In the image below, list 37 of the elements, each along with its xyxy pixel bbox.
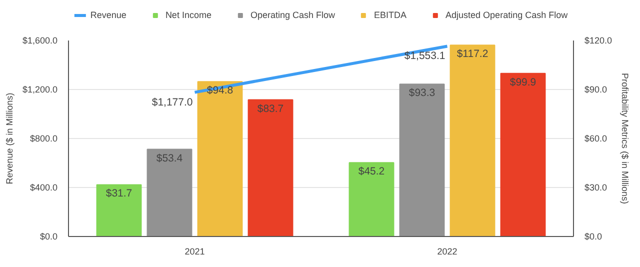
bar (348, 162, 394, 236)
legend-label: Net Income (165, 10, 212, 20)
bar (96, 184, 142, 236)
y2-axis-title: Profitability Metrics ($ in Millions) (620, 72, 630, 204)
y2-tick-label: $120.0 (584, 36, 612, 46)
bar (248, 99, 294, 236)
legend-label: Revenue (90, 10, 126, 20)
y2-tick-label: $90.0 (584, 84, 608, 94)
data-label: $117.2 (456, 48, 488, 60)
data-label: $93.3 (408, 87, 436, 100)
data-label: $53.4 (156, 152, 183, 164)
data-label: $31.7 (106, 188, 132, 200)
bar (500, 72, 546, 236)
x-tick-label: 2022 (437, 246, 458, 256)
data-label: $45.2 (358, 166, 385, 178)
legend-label: Adjusted Operating Cash Flow (446, 10, 568, 20)
bar (399, 84, 445, 236)
data-label: $1,553.1 (404, 50, 446, 62)
y-tick-label: $1,200.0 (22, 84, 58, 94)
y-tick-label: $0.0 (40, 232, 58, 242)
data-label: $99.9 (510, 76, 536, 88)
data-label: $94.8 (206, 84, 234, 97)
legend-label: Operating Cash Flow (250, 10, 336, 20)
x-tick-label: 2021 (184, 246, 205, 256)
y2-tick-label: $30.0 (584, 182, 608, 192)
data-label: $83.7 (257, 102, 284, 115)
y-tick-label: $400.0 (30, 182, 58, 192)
y-tick-label: $1,600.0 (22, 36, 58, 46)
bar (450, 44, 496, 236)
legend-label: EBITDA (374, 10, 407, 20)
y2-tick-label: $60.0 (584, 134, 608, 144)
bar (197, 81, 243, 236)
data-label: $1,177.0 (152, 96, 193, 108)
y-tick-label: $800.0 (30, 134, 58, 144)
y2-tick-label: $0.0 (584, 232, 602, 242)
bar (146, 148, 192, 236)
y-axis-title: Revenue ($ in Millions) (4, 92, 14, 184)
